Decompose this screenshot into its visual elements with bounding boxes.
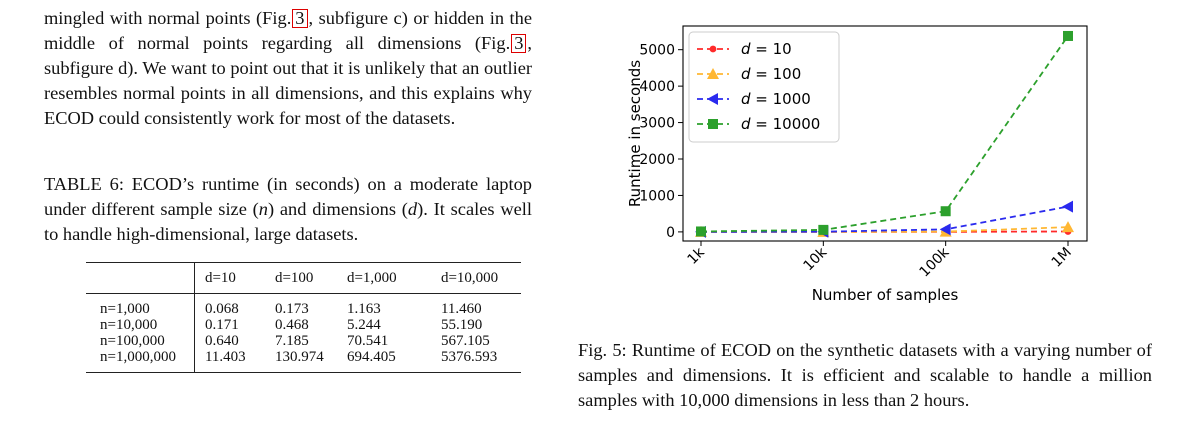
table-cell: 130.974: [274, 349, 324, 365]
data-point: [1062, 200, 1073, 213]
table-header-cell: d=1,000: [346, 270, 397, 286]
runtime-table: d=10 d=100 d=1,000 d=10,000 n=1,000 0.06…: [86, 262, 521, 373]
caption-variable: d: [407, 199, 418, 219]
table-cell: n=1,000,000: [86, 349, 195, 373]
data-point: [939, 223, 951, 236]
data-point: [1062, 221, 1074, 233]
y-tick-label: 4000: [639, 79, 675, 95]
figure-reference-link[interactable]: 3: [511, 34, 527, 53]
x-axis-label: Number of samples: [812, 286, 959, 304]
table-cell: 567.105: [440, 333, 490, 349]
y-tick-label: 5000: [639, 43, 675, 59]
table-cell: 0.468: [274, 317, 309, 333]
table-header-cell: d=10: [204, 270, 236, 286]
table-header-cell: d=10,000: [440, 270, 499, 286]
caption-text: ) and dimensions (: [267, 199, 408, 219]
table-cell: 70.541: [346, 333, 389, 349]
legend-box: [688, 31, 840, 143]
table-cell: n=1,000: [86, 293, 195, 317]
y-tick-label: 3000: [639, 116, 675, 132]
legend-label: d = 100: [741, 65, 801, 83]
x-tick-label: 1k: [684, 244, 708, 268]
data-point: [696, 226, 706, 237]
table-cell: 11.403: [204, 349, 246, 365]
table-row: n=1,000,000 11.403 130.974 694.405 5376.…: [86, 349, 521, 373]
table-cell: 0.068: [204, 301, 239, 317]
caption-text: ). It scales well to handle high-dimensi…: [44, 199, 532, 244]
x-tick-label: 100k: [917, 244, 954, 281]
figure-reference-link[interactable]: 3: [292, 9, 308, 28]
table-cell: 0.640: [204, 333, 239, 349]
table-row: n=1,000 0.068 0.173 1.163 11.460: [86, 293, 521, 317]
paragraph-text: , subfigure d). We want to point out tha…: [44, 33, 532, 128]
table-row: n=10,000 0.171 0.468 5.244 55.190: [86, 317, 521, 333]
y-tick-label: 0: [666, 225, 675, 241]
table-cell: 0.173: [274, 301, 309, 317]
legend-swatch-marker: [709, 45, 717, 53]
table-cell: n=10,000: [86, 317, 195, 333]
caption-text: TABLE 6: ECOD’s runtime (in seconds) on …: [44, 174, 532, 219]
table-cell: 0.171: [204, 317, 239, 333]
paragraph-text: mingled with normal points (Fig.: [44, 8, 292, 28]
series-line: [700, 205, 1069, 233]
x-tick-label: 10k: [801, 244, 831, 274]
x-tick-label: 1M: [1049, 245, 1075, 271]
figure-caption: Fig. 5: Runtime of ECOD on the synthetic…: [578, 340, 1152, 410]
table-cell: 5.244: [346, 317, 381, 333]
legend-swatch-marker: [707, 68, 719, 79]
legend-label: d = 1000: [741, 90, 811, 108]
series-line: [700, 35, 1069, 233]
table-cell: 7.185: [274, 333, 309, 349]
body-paragraph: mingled with normal points (Fig. 3, subfi…: [44, 6, 532, 131]
legend-label: d = 10000: [741, 115, 820, 133]
data-point: [1063, 30, 1073, 41]
y-tick-label: 2000: [639, 152, 675, 168]
legend-swatch-marker: [708, 119, 718, 129]
data-point: [818, 224, 829, 235]
legend-swatch-marker: [707, 93, 718, 105]
runtime-line-chart: 0 1000 2000 3000 4000 5000 1k 10k 100k 1M Number o…: [626, 25, 1088, 304]
table-cell: 55.190: [440, 317, 483, 333]
table-cell: 5376.593: [440, 349, 498, 365]
y-tick-label: 1000: [639, 188, 675, 204]
table-cell: 11.460: [440, 301, 482, 317]
table-cell: 1.163: [346, 301, 381, 317]
table-row: n=100,000 0.640 7.185 70.541 567.105: [86, 333, 521, 349]
data-point: [940, 206, 951, 217]
table-cell: 694.405: [346, 349, 396, 365]
paragraph-text: , subfigure c) or hidden in the middle o…: [44, 8, 533, 53]
table-header-row: d=10 d=100 d=1,000 d=10,000: [86, 262, 521, 294]
table-header-cell: d=100: [274, 270, 314, 286]
table-cell: n=100,000: [86, 333, 195, 349]
caption-variable: n: [258, 199, 268, 219]
plot-frame: [682, 25, 1088, 242]
table-header-cell: [86, 262, 195, 294]
table-caption: TABLE 6: ECOD’s runtime (in seconds) on …: [44, 172, 532, 247]
y-axis-label: Runtime in seconds: [626, 60, 644, 207]
legend-label: d = 10: [741, 40, 792, 58]
